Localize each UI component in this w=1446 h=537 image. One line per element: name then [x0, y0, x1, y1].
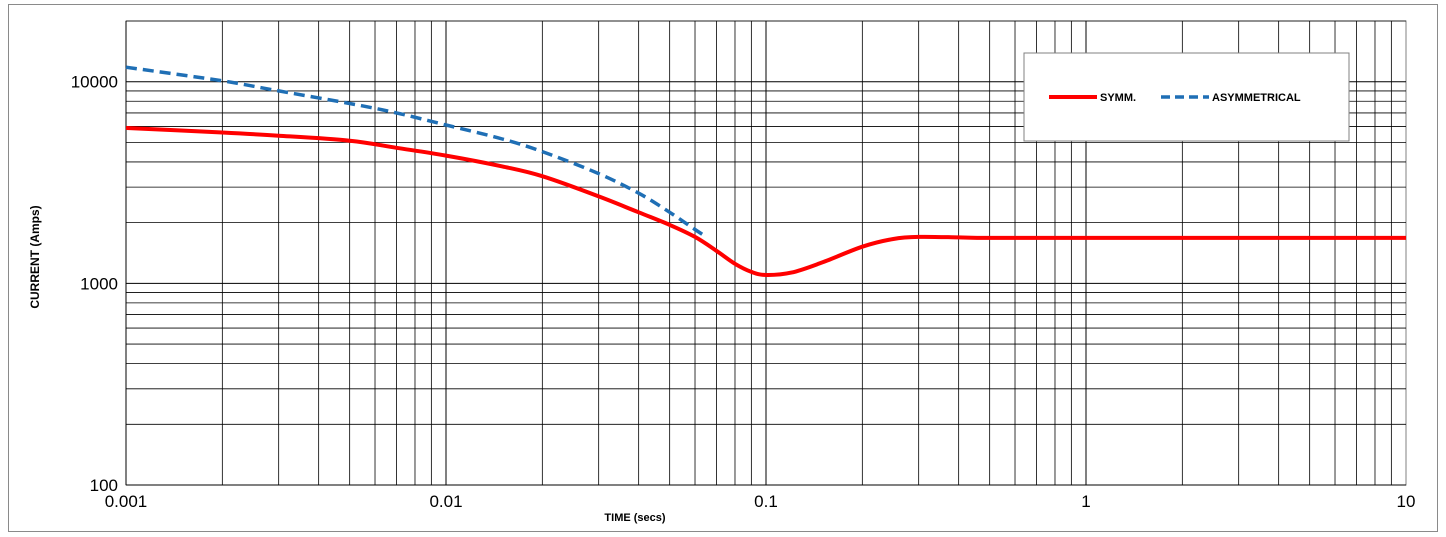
chart-frame: 0.001 0.01 0.1 1 10 100 1000 10000 TIME (secs)… — [8, 4, 1438, 532]
legend: SYMM. ASYMMETRICAL — [1023, 52, 1350, 142]
y-tick-label: 100 — [90, 476, 118, 495]
y-tick-labels: 100 1000 10000 — [71, 73, 118, 495]
legend-label-asymmetrical: ASYMMETRICAL — [1212, 92, 1301, 104]
x-tick-label: 10 — [1397, 492, 1416, 511]
x-tick-labels: 0.001 0.01 0.1 1 10 — [105, 492, 1416, 511]
line-chart: 0.001 0.01 0.1 1 10 100 1000 10000 TIME (secs)… — [28, 20, 1416, 524]
legend-label-symm: SYMM. — [1100, 92, 1136, 104]
x-tick-label: 0.001 — [105, 492, 148, 511]
x-tick-label: 1 — [1081, 492, 1090, 511]
x-tick-label: 0.01 — [429, 492, 462, 511]
y-tick-label: 1000 — [80, 274, 118, 293]
series-line-asymmetrical — [125, 65, 708, 239]
series-line-symm — [125, 125, 1406, 278]
x-axis-title: TIME (secs) — [604, 512, 665, 524]
y-tick-label: 10000 — [71, 73, 118, 92]
x-tick-label: 0.1 — [754, 492, 778, 511]
series-layer — [125, 65, 1406, 278]
y-axis-title: CURRENT (Amps) — [28, 205, 42, 308]
